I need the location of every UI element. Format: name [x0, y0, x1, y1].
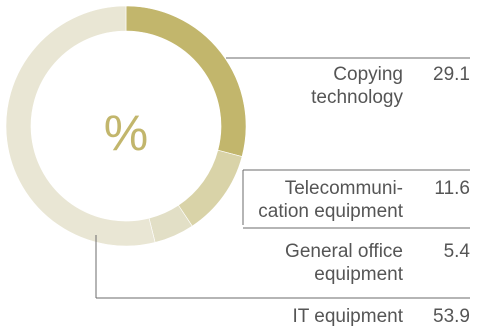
value-it: 53.9: [433, 306, 470, 327]
label-telecom: Telecommuni- cation equipment: [235, 177, 403, 223]
label-it: IT equipment: [235, 305, 403, 328]
label-copying-line2: technology: [311, 87, 403, 108]
donut-slices: [5, 5, 247, 247]
slice-telecom: [177, 149, 243, 227]
label-general-line2: equipment: [314, 264, 403, 285]
label-telecom-line2: cation equipment: [258, 201, 403, 222]
value-telecom: 11.6: [434, 178, 470, 199]
label-copying-line1: Copying: [333, 64, 403, 85]
label-general: General office equipment: [235, 240, 403, 286]
label-telecom-line1: Telecommuni-: [284, 178, 403, 199]
value-general: 5.4: [443, 241, 470, 262]
value-copying: 29.1: [433, 64, 470, 85]
center-percent-label: %: [104, 105, 148, 161]
leader-lines: [95, 57, 470, 299]
label-general-line1: General office: [285, 241, 403, 262]
label-it-line1: IT equipment: [292, 306, 403, 327]
label-copying: Copying technology: [255, 63, 403, 109]
slice-it: [5, 5, 156, 247]
